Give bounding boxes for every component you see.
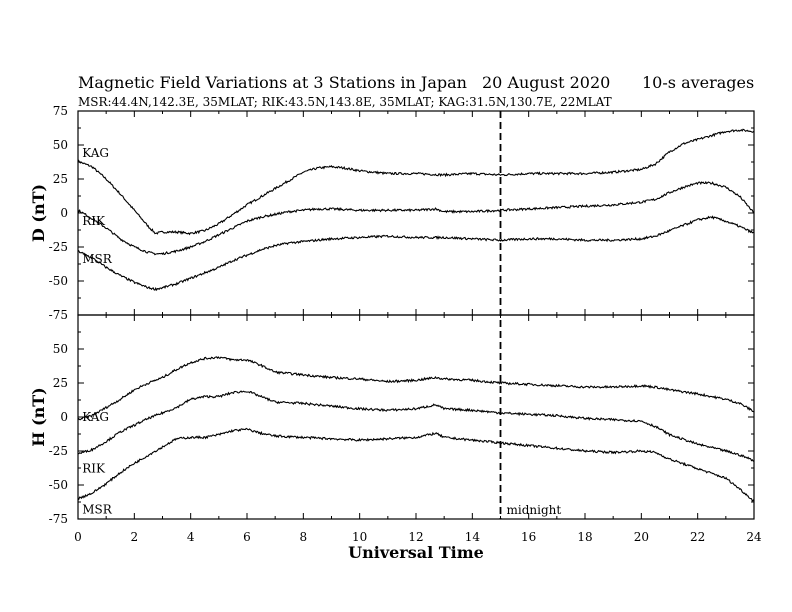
midnight-label: midnight xyxy=(507,503,562,517)
h-panel-ytick-label: -75 xyxy=(49,512,68,526)
x-tick-label: 16 xyxy=(521,530,536,544)
x-tick-label: 18 xyxy=(577,530,592,544)
d-panel-station-label-kag: KAG xyxy=(82,146,109,160)
d-panel-frame xyxy=(77,110,755,316)
h-panel-frame xyxy=(77,314,755,520)
chart-date: 20 August 2020 xyxy=(482,73,610,92)
d-panel-station-label-msr: MSR xyxy=(82,252,113,266)
h-panel-ytick-label: -25 xyxy=(49,444,68,458)
h-panel-ytick-label: -50 xyxy=(49,478,68,492)
chart-subtitle: MSR:44.4N,142.3E, 35MLAT; RIK:43.5N,143.… xyxy=(78,95,612,109)
d-panel-series-kag xyxy=(77,128,755,236)
h-panel-series-kag xyxy=(77,356,755,421)
x-tick-label: 14 xyxy=(465,530,481,544)
d-panel-ytick-label: 0 xyxy=(60,206,68,220)
d-panel-series-rik xyxy=(77,180,755,256)
chart-averaging: 10-s averages xyxy=(642,73,754,92)
d-panel-ytick-label: 50 xyxy=(53,138,68,152)
x-tick-label: 4 xyxy=(187,530,195,544)
d-panel-series-msr xyxy=(77,215,755,292)
h-panel-station-label-kag: KAG xyxy=(82,410,109,424)
x-tick-label: 0 xyxy=(74,530,82,544)
h-panel-station-label-rik: RIK xyxy=(82,462,106,476)
h-panel-ytick-label: 25 xyxy=(53,376,68,390)
x-tick-label: 10 xyxy=(352,530,367,544)
x-tick-label: 2 xyxy=(131,530,139,544)
h-panel-series-rik xyxy=(77,390,755,462)
h-panel-ylabel: H (nT) xyxy=(29,387,48,446)
d-panel-ylabel: D (nT) xyxy=(29,184,48,242)
chart-title: Magnetic Field Variations at 3 Stations … xyxy=(78,73,467,92)
d-panel-station-label-rik: RIK xyxy=(82,214,106,228)
x-tick-label: 6 xyxy=(243,530,251,544)
x-tick-label: 22 xyxy=(690,530,705,544)
x-tick-label: 24 xyxy=(746,530,762,544)
d-panel-ytick-label: 75 xyxy=(53,104,68,118)
h-panel-ytick-label: 0 xyxy=(60,410,68,424)
x-axis-label: Universal Time xyxy=(348,543,484,562)
d-panel-ytick-label: -50 xyxy=(49,274,68,288)
d-panel-ytick-label: -25 xyxy=(49,240,68,254)
x-tick-label: 20 xyxy=(634,530,649,544)
d-panel-ytick-label: -75 xyxy=(49,308,68,322)
x-tick-label: 12 xyxy=(408,530,423,544)
h-panel-station-label-msr: MSR xyxy=(82,502,113,516)
h-panel-ytick-label: 50 xyxy=(53,342,68,356)
plot-area: 75 50 25 0 -25 -50 -75 D (nT) KAG RIK MSR 50 25 0 -25 -… xyxy=(29,104,762,544)
x-tick-label: 8 xyxy=(300,530,308,544)
h-panel-series-msr xyxy=(77,427,755,502)
d-panel-ytick-label: 25 xyxy=(53,172,68,186)
